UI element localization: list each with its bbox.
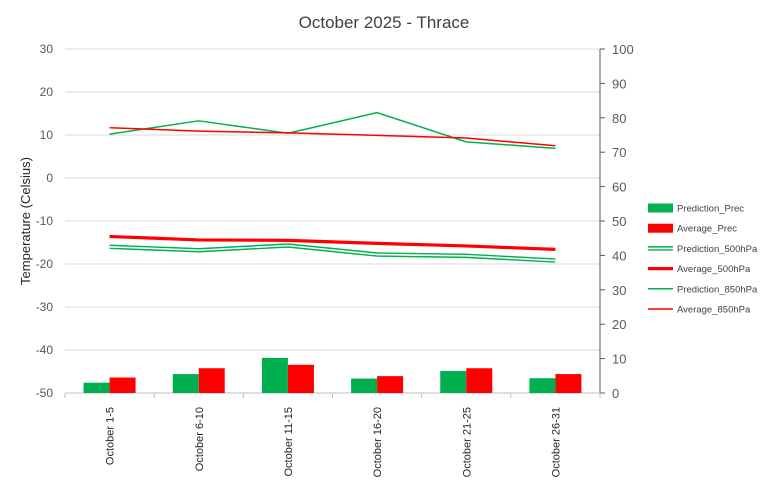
y-tick-label: -50	[36, 386, 54, 400]
y-tick-label: -10	[36, 214, 54, 228]
bar-prediction-prec	[172, 374, 199, 393]
y2-tick-label: 60	[612, 180, 626, 195]
gridlines	[65, 48, 600, 394]
line-prediction-850hpa	[109, 111, 556, 150]
y-tick-label: 0	[46, 171, 53, 185]
bar-average-prec	[109, 377, 136, 393]
legend-prediction-prec-label: Prediction_Prec	[677, 204, 744, 215]
line-prediction-500hpa-inner	[109, 244, 556, 262]
y-axis-title: Temperature (Celsius)	[18, 157, 33, 285]
y2-tick-label: 70	[612, 145, 626, 160]
bar-average-prec	[466, 368, 493, 393]
legend-average-prec-swatch	[648, 223, 673, 233]
bar-prediction-prec	[529, 378, 556, 393]
legend-average-prec-label: Average_Prec	[677, 224, 737, 235]
chart-title: October 2025 - Thrace	[299, 13, 470, 32]
bar-average-prec	[377, 376, 404, 393]
legend-prediction-850hpa-label: Prediction_850hPa	[677, 284, 758, 295]
bar-average-prec	[287, 364, 314, 393]
legend-prediction-prec-swatch	[648, 203, 673, 213]
line-average-500hpa	[109, 234, 556, 251]
bar-prediction-prec	[83, 382, 110, 393]
x-tick-label: October 1-5	[105, 407, 117, 465]
line-average-850hpa	[109, 126, 556, 147]
y2-tick-label: 100	[612, 42, 634, 57]
bar-average-prec	[555, 374, 582, 393]
y2-tick-label: 30	[612, 283, 626, 298]
legend-prediction-500hpa-label: Prediction_500hPa	[677, 244, 758, 255]
y2-tick-label: 90	[612, 76, 626, 91]
bar-series-group	[83, 357, 582, 393]
y2-tick-label: 50	[612, 214, 626, 229]
y2-tick-label: 10	[612, 352, 626, 367]
bar-prediction-prec	[351, 378, 378, 393]
y2-tick-label: 80	[612, 111, 626, 126]
y-tick-label: -20	[36, 257, 54, 271]
y-tick-label: -30	[36, 300, 54, 314]
legend: Prediction_Prec Average_Prec Prediction_50…	[648, 203, 758, 316]
bar-prediction-prec	[261, 357, 288, 393]
y-tick-label: 30	[40, 42, 54, 56]
legend-average-500hpa-label: Average_500hPa	[677, 264, 751, 275]
line-series-group	[109, 111, 556, 263]
x-tick-label: October 11-15	[283, 407, 295, 477]
y2-tick-label: 0	[612, 386, 619, 401]
axes	[64, 48, 605, 398]
y-tick-label: -40	[36, 343, 54, 357]
legend-average-850hpa-label: Average_850hPa	[677, 305, 751, 316]
bar-average-prec	[198, 368, 225, 393]
y2-tick-label: 20	[612, 317, 626, 332]
x-tick-label: October 26-31	[550, 407, 562, 477]
y2-tick-label: 40	[612, 248, 626, 263]
y-tick-label: 20	[40, 85, 54, 99]
x-tick-label: October 21-25	[461, 407, 473, 477]
bar-prediction-prec	[440, 370, 467, 393]
x-tick-label: October 6-10	[194, 407, 206, 471]
tick-labels: 3020100-10-20-30-40-50100908070605040302…	[36, 42, 634, 477]
y-tick-label: 10	[40, 128, 54, 142]
x-tick-label: October 16-20	[372, 407, 384, 477]
